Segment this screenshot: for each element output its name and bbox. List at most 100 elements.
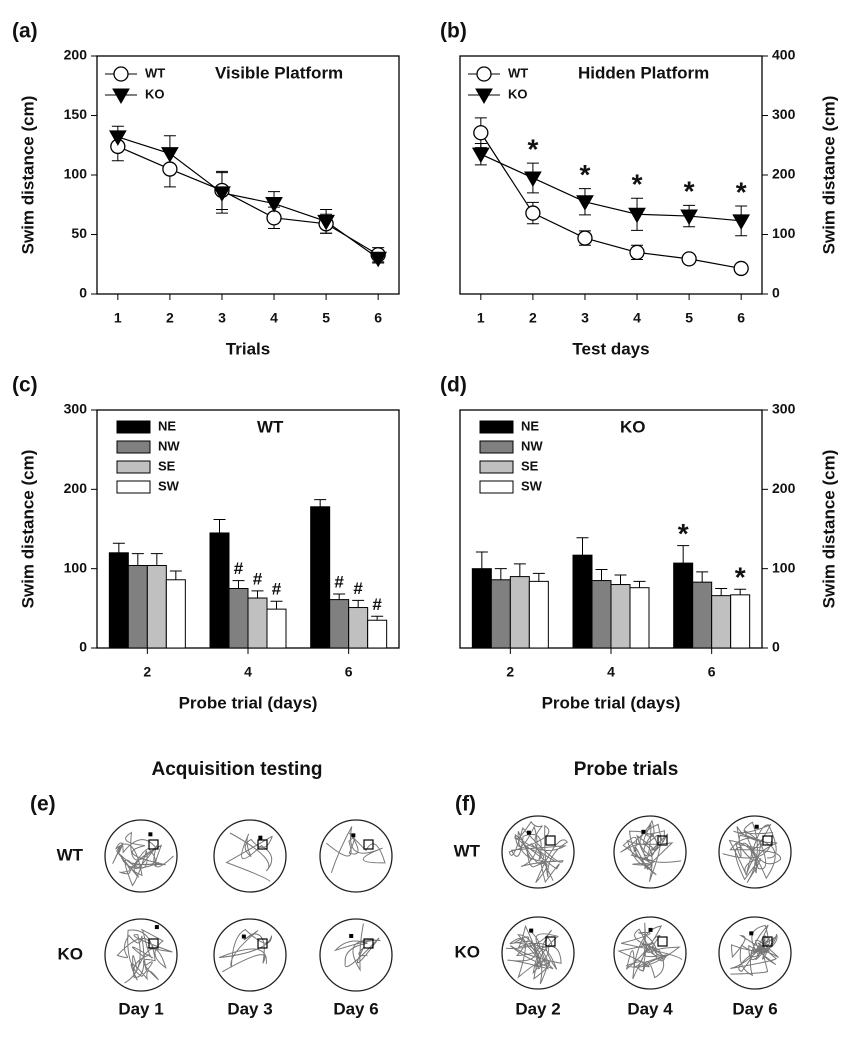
y-tick-label: 300 — [64, 401, 88, 417]
x-tick-label: 4 — [633, 310, 641, 326]
error-bar — [314, 499, 327, 507]
panel-label: (b) — [440, 20, 467, 43]
annotation: * — [632, 169, 643, 200]
x-tick-label: 1 — [114, 310, 122, 326]
column-label: Day 3 — [227, 999, 272, 1018]
y-tick-label: 400 — [772, 47, 796, 63]
error-bar — [150, 553, 163, 566]
marker — [473, 125, 489, 141]
x-axis-label: Probe trial (days) — [179, 693, 318, 712]
bar — [711, 595, 732, 649]
x-axis-label: Probe trial (days) — [542, 693, 681, 712]
panel-label: (d) — [440, 374, 467, 397]
marker — [162, 161, 178, 177]
platform — [657, 835, 668, 846]
x-tick-label: 5 — [322, 310, 330, 326]
error-bar — [595, 568, 608, 581]
end-point — [641, 829, 646, 834]
annotation: # — [234, 559, 244, 578]
x-tick-label: 6 — [345, 664, 353, 680]
marker — [476, 66, 492, 82]
series-line — [117, 136, 379, 259]
series-line — [480, 153, 742, 222]
y-tick-label: 100 — [772, 559, 796, 575]
x-axis-label: Trials — [226, 339, 270, 358]
swim-track — [617, 922, 683, 980]
marker — [161, 147, 179, 163]
x-tick-label: 6 — [708, 664, 716, 680]
panel-heading: Acquisition testing — [152, 759, 323, 780]
y-tick-label: 300 — [772, 401, 796, 417]
bar — [127, 564, 148, 649]
platform — [545, 936, 556, 947]
marker — [525, 205, 541, 221]
error-bar — [169, 570, 182, 580]
bar — [509, 576, 530, 649]
pool — [319, 918, 393, 992]
marker — [576, 195, 594, 211]
x-tick-label: 4 — [270, 310, 278, 326]
error-bar — [352, 599, 365, 608]
y-tick-label: 200 — [772, 480, 796, 496]
swim-track — [722, 821, 782, 883]
series-line — [117, 145, 379, 256]
marker — [680, 209, 698, 226]
bar — [471, 568, 492, 649]
error-bar — [677, 545, 690, 564]
chart-title: KO — [620, 417, 646, 436]
error-bar — [696, 571, 709, 583]
y-tick-label: 0 — [772, 639, 780, 655]
x-tick-label: 5 — [685, 310, 693, 326]
x-tick-label: 2 — [143, 664, 151, 680]
swim-track — [333, 923, 381, 971]
column-label: Day 6 — [333, 999, 378, 1018]
end-point — [241, 934, 246, 939]
bar — [730, 594, 751, 649]
marker — [213, 186, 231, 202]
error-bar — [734, 588, 747, 595]
marker — [266, 210, 282, 226]
column-label: Day 2 — [515, 999, 560, 1018]
bar — [591, 580, 612, 649]
x-tick-label: 4 — [607, 664, 615, 680]
bar — [146, 564, 167, 649]
pool — [613, 916, 687, 990]
bar — [209, 532, 230, 649]
panel-label: (a) — [12, 20, 38, 43]
marker — [732, 214, 751, 230]
error-bar — [494, 568, 507, 580]
error-bar — [131, 553, 144, 566]
end-point — [148, 832, 153, 837]
error-bar — [371, 615, 384, 621]
marker — [369, 251, 388, 268]
y-tick-label: 50 — [71, 225, 87, 241]
swim-track — [116, 929, 173, 984]
bar — [310, 506, 331, 649]
marker — [317, 214, 335, 231]
platform — [363, 839, 374, 850]
end-point — [648, 927, 653, 932]
row-label: WT — [57, 845, 84, 864]
legend-swatch — [479, 420, 514, 434]
platform — [545, 835, 556, 846]
legend-label: SE — [158, 458, 176, 473]
panel-label: (c) — [12, 374, 38, 397]
error-bar — [614, 574, 627, 585]
x-tick-label: 2 — [529, 310, 537, 326]
annotation: # — [353, 579, 363, 598]
annotation: # — [253, 569, 263, 588]
end-point — [754, 824, 759, 829]
annotation: * — [684, 176, 695, 207]
error-bar — [232, 580, 245, 589]
platform — [762, 936, 773, 947]
annotation: # — [272, 580, 282, 599]
pool — [501, 916, 575, 990]
end-point — [351, 833, 356, 838]
legend-label: WT — [145, 65, 165, 80]
marker — [113, 66, 129, 82]
error-bar — [633, 580, 646, 588]
legend-label: KO — [145, 86, 165, 101]
legend-label: WT — [508, 65, 528, 80]
platform — [657, 936, 668, 947]
legend-swatch — [116, 460, 151, 474]
